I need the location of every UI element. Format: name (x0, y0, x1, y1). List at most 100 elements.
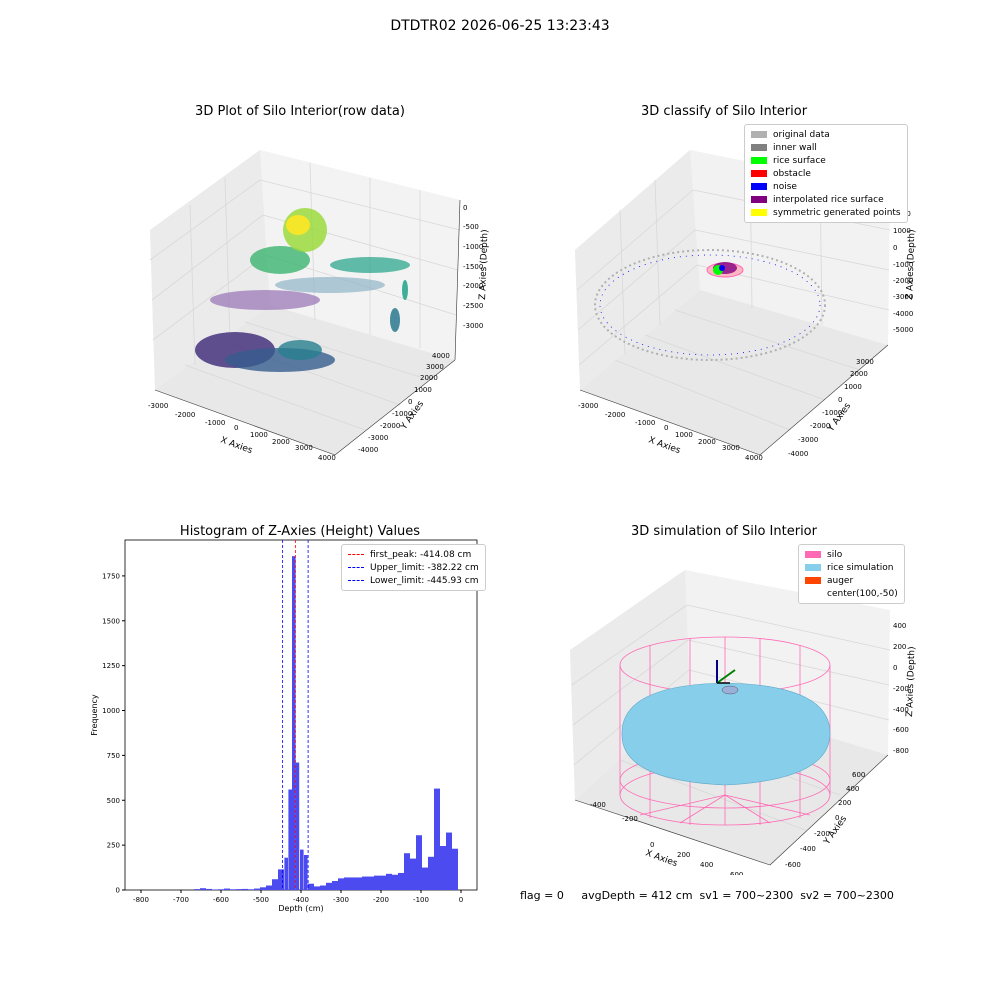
histogram-ytick: 500 (107, 797, 120, 805)
plot2-ytick: 0 (838, 396, 842, 404)
plot2-ztick: -1000 (893, 261, 913, 269)
plot1-ztick: -3000 (463, 322, 483, 330)
plot2-ytick: -1000 (822, 409, 842, 417)
histogram-bar (288, 789, 292, 890)
plot1-ztick: -500 (463, 223, 479, 231)
plot2-ztick: -3000 (893, 293, 913, 301)
plot1-xtick: 3000 (295, 444, 313, 452)
plot1-ytick: 0 (408, 398, 412, 406)
status-line: flag = 0 avgDepth = 412 cm sv1 = 700~230… (520, 889, 894, 902)
legend-entry: center(100,-50) (805, 587, 898, 600)
legend-swatch (805, 577, 821, 584)
plot4-ytick: -200 (814, 830, 830, 838)
histogram-bar (284, 857, 288, 890)
legend-label: inner wall (773, 142, 817, 153)
plot1-ytick: 3000 (426, 363, 444, 371)
legend-swatch (751, 209, 767, 216)
plot1-ytick: -4000 (358, 446, 378, 454)
histogram-bar (338, 878, 344, 890)
histogram-ytick: 1250 (102, 662, 120, 670)
plot4-auger (716, 660, 736, 684)
plot2-xtick: -3000 (578, 402, 598, 410)
legend-swatch (751, 170, 767, 177)
histogram-bar (304, 855, 308, 890)
legend-swatch (805, 551, 821, 558)
plot2-ytick: -2000 (810, 422, 830, 430)
legend-label: rice surface (773, 155, 826, 166)
plot4-ytick: 400 (846, 785, 859, 793)
histogram-bar (224, 888, 230, 890)
histogram-bar (260, 887, 266, 890)
plot2-ytick: 3000 (856, 358, 874, 366)
histogram-bar (295, 762, 300, 890)
histogram-bar (386, 873, 392, 890)
plot1-ztick: 0 (463, 204, 467, 212)
histogram-bar (440, 846, 446, 890)
histogram-bar (218, 889, 224, 890)
histogram-bar (212, 889, 218, 890)
legend-label: center(100,-50) (827, 588, 898, 599)
histogram-bar (300, 849, 304, 890)
histogram-bar (308, 883, 314, 890)
plot1-zlabel: Z Axies (Depth) (478, 229, 490, 300)
legend-label: rice simulation (827, 562, 894, 573)
histogram-bar (200, 888, 206, 890)
histogram-bar (350, 877, 356, 890)
histogram-xtick: -300 (333, 896, 349, 904)
plot4-ytick: -600 (785, 861, 801, 869)
histogram-bar (266, 885, 272, 890)
legend-line (348, 567, 364, 568)
plot4-xtick: 400 (700, 861, 713, 869)
histogram-ytick: 0 (116, 887, 120, 895)
plot4-xtick: -400 (590, 801, 606, 809)
histogram-bar (356, 877, 362, 890)
legend-label: obstacle (773, 168, 811, 179)
histogram-bar (452, 848, 458, 890)
plot1-ytick: 1000 (414, 386, 432, 394)
histogram-bar (398, 872, 404, 890)
plot4-3d-axes: -400 -200 0 200 400 600 -600 -400 -200 0… (570, 570, 917, 875)
plot1-xtick: -1000 (205, 419, 225, 427)
plot4-zlabel: Z Axies (Depth) (905, 646, 917, 717)
histogram-bar (254, 888, 260, 890)
plot1-title: 3D Plot of Silo Interior(row data) (195, 104, 405, 119)
histogram-xtick: -200 (373, 896, 389, 904)
histogram-title: Histogram of Z-Axies (Height) Values (179, 524, 421, 539)
plot4-legend: silo rice simulation auger center(100,-5… (798, 544, 905, 604)
plot1-ytick: 4000 (432, 352, 450, 360)
histogram-bar (404, 853, 410, 890)
histogram-bar (362, 876, 368, 890)
legend-label: Upper_limit: -382.22 cm (370, 562, 479, 573)
plot4-rice-surface (621, 682, 831, 786)
legend-label: symmetric generated points (773, 207, 901, 218)
legend-entry: noise (751, 180, 901, 193)
legend-label: silo (827, 549, 843, 560)
histogram-bar (368, 876, 374, 890)
plot4-ytick: -400 (800, 845, 816, 853)
histogram-bar (326, 882, 332, 890)
histogram-bar (206, 888, 212, 890)
histogram-xtick: -600 (213, 896, 229, 904)
plot2-ztick: 1000 (893, 227, 911, 235)
legend-entry: rice simulation (805, 561, 898, 574)
plot2-xtick: 4000 (745, 454, 763, 460)
plot2-xtick: 1000 (675, 431, 693, 439)
histogram-bar (242, 888, 248, 890)
legend-entry: rice surface (751, 154, 901, 167)
legend-swatch (805, 564, 821, 571)
legend-label: noise (773, 181, 797, 192)
legend-entry: Upper_limit: -382.22 cm (348, 561, 479, 574)
histogram-bar (344, 877, 350, 890)
histogram-bar (374, 875, 380, 890)
plot2-zlabel: Z Axies (Depth) (905, 229, 917, 300)
plot1-xtick: -2000 (175, 411, 195, 419)
plot1-ytick: -2000 (380, 422, 400, 430)
plot1-xtick: 4000 (318, 454, 336, 460)
legend-label: interpolated rice surface (773, 194, 884, 205)
legend-swatch (751, 196, 767, 203)
histogram-ylabel: Frequency (90, 694, 99, 736)
histogram-bar (248, 889, 254, 890)
legend-swatch (751, 144, 767, 151)
histogram-bar (392, 874, 398, 890)
histogram-bar (314, 886, 320, 890)
